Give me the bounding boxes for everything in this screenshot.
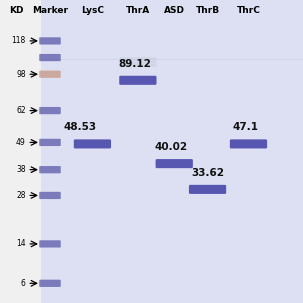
Text: 28: 28 (16, 191, 26, 200)
FancyBboxPatch shape (156, 159, 193, 168)
FancyBboxPatch shape (74, 139, 111, 148)
Text: 48.53: 48.53 (64, 122, 97, 132)
FancyBboxPatch shape (39, 166, 61, 173)
Text: KD: KD (9, 6, 24, 15)
Text: 49: 49 (16, 138, 26, 147)
Text: 89.12: 89.12 (118, 59, 151, 69)
Text: 118: 118 (12, 36, 26, 45)
Text: LysC: LysC (81, 6, 104, 15)
Text: 33.62: 33.62 (191, 168, 224, 178)
FancyBboxPatch shape (39, 280, 61, 287)
Text: 40.02: 40.02 (155, 142, 188, 152)
FancyBboxPatch shape (39, 192, 61, 199)
FancyBboxPatch shape (230, 139, 267, 148)
Text: 6: 6 (21, 279, 26, 288)
Text: Marker: Marker (32, 6, 68, 15)
FancyBboxPatch shape (39, 139, 61, 146)
FancyBboxPatch shape (189, 185, 226, 194)
Text: 47.1: 47.1 (232, 122, 258, 132)
FancyBboxPatch shape (39, 71, 61, 78)
Text: ThrB: ThrB (195, 6, 220, 15)
Text: ThrA: ThrA (126, 6, 150, 15)
Text: 62: 62 (16, 106, 26, 115)
FancyBboxPatch shape (39, 107, 61, 114)
Text: 14: 14 (16, 239, 26, 248)
FancyBboxPatch shape (41, 0, 303, 303)
Text: ThrC: ThrC (237, 6, 260, 15)
FancyBboxPatch shape (39, 37, 61, 45)
FancyBboxPatch shape (119, 76, 156, 85)
Text: 98: 98 (16, 70, 26, 79)
Text: ASD: ASD (164, 6, 185, 15)
FancyBboxPatch shape (39, 54, 61, 61)
Text: 38: 38 (16, 165, 26, 174)
FancyBboxPatch shape (39, 240, 61, 248)
FancyBboxPatch shape (0, 0, 41, 303)
FancyBboxPatch shape (119, 57, 156, 67)
